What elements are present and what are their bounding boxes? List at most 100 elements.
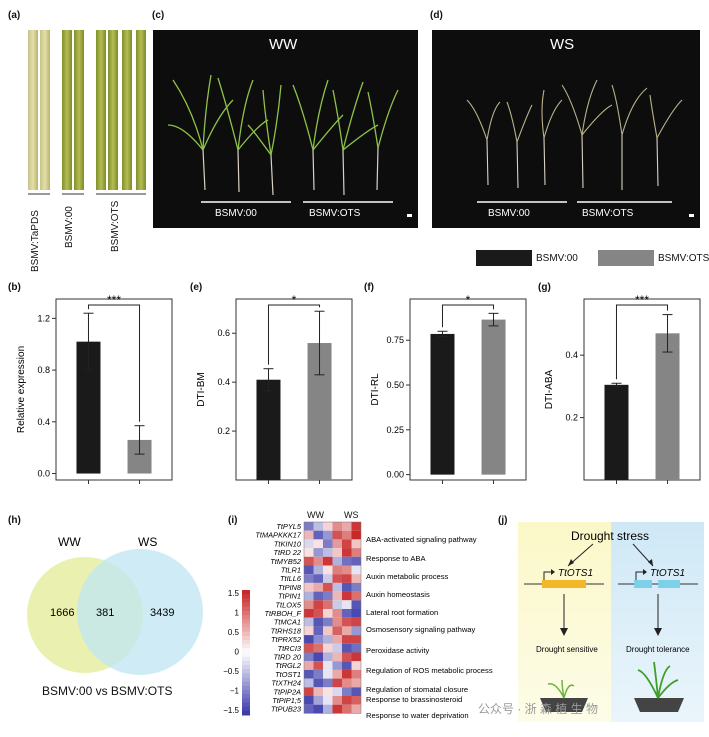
heatmap-cell [342,539,352,549]
heatmap-cell [342,582,352,592]
plot-frame [55,298,173,481]
y-tick-label: 0.4 [565,350,578,360]
plot-frame [409,298,527,481]
heatmap-cell [332,678,342,688]
chart-dti-aba: 0.2 0.4 DTI-ABA *** [544,293,701,484]
plant-pot-left [540,679,588,712]
ws-plants [466,79,694,217]
heatmap-gene-label: TtRCI3 [278,644,302,653]
scale-swatch [242,610,250,616]
chart-dti-rl: 0.00 0.25 0.50 0.75 DTI-RL * [370,293,527,484]
bar [430,333,455,475]
heatmap-cell [342,574,352,583]
y-tick-label: 0.75 [386,335,404,345]
heatmap-cell [342,556,352,566]
bar [655,333,680,480]
legend-label-bsmvots: BSMV:OTS [658,253,709,264]
scale-swatch [242,656,250,662]
scale-swatch [242,652,250,658]
heatmap-cell [332,669,342,679]
scale-tick-label: −1.5 [223,706,239,715]
heatmap-cell [304,635,314,644]
heatmap-cell [323,652,333,662]
scale-swatch [242,594,250,599]
scale-swatch [242,681,250,687]
heatmap-cell [304,652,314,662]
heatmap-cell [351,635,361,644]
heatmap-cell [342,687,352,696]
y-tick-label: 0.50 [386,380,404,390]
heatmap-term-label: Auxin metabolic process [366,572,449,581]
heatmap-cell [342,643,352,653]
venn-count-ww-only: 1666 [50,607,74,619]
heatmap-cell [351,696,361,705]
heatmap-cell [304,661,314,670]
heatmap-gene-label: TtILL6 [280,574,302,583]
heatmap-cell [323,678,333,688]
heatmap-cell [313,626,323,636]
leaf-strips [28,30,146,190]
heatmap-cell [342,669,352,679]
heatmap-cell [342,522,352,531]
venn-count-ws-only: 3439 [150,607,174,619]
heatmap-cell [351,565,361,575]
scale-swatch [242,590,250,595]
heatmap-cell [323,600,333,609]
heatmap-gene-label: TtPIP2A [273,687,301,696]
heatmap-cell [351,548,361,557]
ws-title: WS [550,36,575,53]
heatmap-cell [342,565,352,575]
significance-bracket [615,304,669,380]
y-axis-label: DTI-ABA [544,369,555,409]
heatmap-cell [313,704,323,714]
heatmap-cell [313,600,323,609]
heatmap-cell [304,669,314,679]
heatmap-cell [332,704,342,714]
y-tick-label: 0.2 [217,426,230,436]
significance-bracket [87,304,141,422]
heatmap-cell [351,643,361,653]
heatmap-cell [351,600,361,609]
heatmap-gene-label: TtXTH24 [271,679,301,688]
heatmap-cell [323,591,333,601]
heatmap-cell [351,530,361,540]
heatmap-cell [313,635,323,644]
significance-bracket [441,304,495,328]
heatmap-cell [313,530,323,540]
heatmap-cell [323,582,333,592]
heatmap-gene-label: TtMYB52 [270,557,301,566]
scale-tick-label: 0 [235,648,240,657]
leaf-label-bsmvots: BSMV:OTS [110,200,121,252]
heatmap-cell [304,591,314,601]
heatmap-gene-label: TtPIN1 [278,592,301,601]
heatmap-cell [323,661,333,670]
heatmap-cell [304,574,314,583]
heatmap-cell [351,574,361,583]
scale-swatch [242,677,250,683]
panel-f-label: (f) [364,282,374,293]
heatmap-cell [323,687,333,696]
scale-tick-label: 1.5 [228,589,240,598]
heatmap-term-label: Osmosensory signaling pathway [366,625,476,634]
heatmap-cell [332,643,342,653]
chart-relative-expression: 0.0 0.4 0.8 1.2 Relative expression *** [16,293,173,484]
heatmap-cell [323,530,333,540]
ww-plants-photo: WW BSMV:00 BSMV:OTS [153,30,418,228]
heatmap-cell [323,556,333,566]
heatmap-cell [304,696,314,705]
heatmap-cell [342,626,352,636]
heatmap-cell [342,678,352,688]
scale-swatch [242,606,250,612]
scale-swatch [242,706,250,712]
ww-group-bsmvots: BSMV:OTS [309,208,361,219]
scale-swatch [242,602,250,608]
bar [127,439,152,474]
heatmap-gene-label: TtLR1 [281,566,301,575]
heatmap-cell [332,600,342,609]
heatmap-col-ww: WW [307,510,324,520]
heatmap-col-ws: WS [344,510,359,520]
significance-stars: * [292,293,297,307]
y-tick-label: 1.2 [37,313,50,323]
y-tick-label: 0.4 [217,377,230,387]
